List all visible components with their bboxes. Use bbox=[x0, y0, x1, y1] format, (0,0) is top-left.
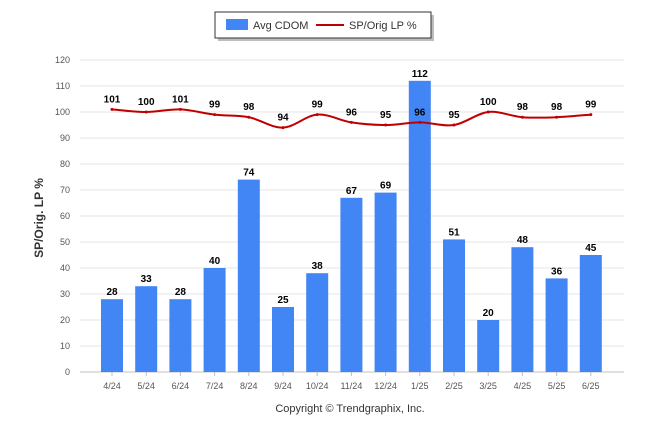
bar-avg-cdom bbox=[272, 307, 294, 372]
line-data-label: 100 bbox=[480, 97, 497, 108]
bar-avg-cdom bbox=[169, 299, 192, 372]
line-data-label: 96 bbox=[414, 107, 426, 118]
line-point-sp-orig-lp bbox=[486, 110, 490, 114]
bar-avg-cdom bbox=[203, 268, 226, 372]
bar-data-label: 38 bbox=[312, 261, 324, 272]
labels-layer: 0 10 20 30 40 50 60 70 80 90 100 110 120 28 33 28 40 74 25… bbox=[55, 55, 600, 391]
y-tick-label: 50 bbox=[60, 237, 70, 247]
line-point-sp-orig-lp bbox=[555, 115, 559, 119]
x-tick-label: 12/24 bbox=[374, 381, 397, 391]
y-tick-label: 110 bbox=[56, 81, 70, 91]
y-tick-label: 40 bbox=[60, 263, 70, 273]
y-tick-label: 100 bbox=[55, 107, 70, 117]
line-point-sp-orig-lp bbox=[418, 120, 422, 124]
x-tick-label: 6/25 bbox=[582, 381, 600, 391]
bar-avg-cdom bbox=[511, 247, 534, 372]
y-tick-label: 20 bbox=[60, 315, 70, 325]
bar-avg-cdom bbox=[340, 197, 363, 372]
line-point-sp-orig-lp bbox=[452, 123, 456, 127]
line-point-sp-orig-lp bbox=[178, 107, 182, 111]
bar-data-label: 28 bbox=[175, 287, 187, 298]
bar-avg-cdom bbox=[237, 179, 260, 372]
bar-data-label: 28 bbox=[106, 287, 118, 298]
x-tick-label: 5/25 bbox=[548, 381, 566, 391]
bar-data-label: 45 bbox=[585, 243, 597, 254]
line-layer bbox=[110, 107, 593, 130]
copyright-text: Copyright © Trendgraphix, Inc. bbox=[275, 403, 424, 415]
line-data-label: 101 bbox=[172, 94, 189, 105]
bar-avg-cdom bbox=[101, 299, 123, 372]
bar-data-label: 20 bbox=[483, 308, 495, 319]
x-tick-label: 5/24 bbox=[137, 381, 155, 391]
bar-data-label: 36 bbox=[551, 266, 563, 277]
line-point-sp-orig-lp bbox=[247, 115, 251, 119]
bar-avg-cdom bbox=[477, 320, 500, 372]
x-tick-label: 7/24 bbox=[206, 381, 224, 391]
bars-layer bbox=[101, 80, 602, 373]
line-data-label: 100 bbox=[138, 97, 155, 108]
y-tick-label: 70 bbox=[60, 185, 70, 195]
legend-label-avg-cdom: Avg CDOM bbox=[253, 20, 308, 32]
x-tick-label: 11/24 bbox=[340, 381, 362, 391]
y-tick-label: 80 bbox=[60, 159, 70, 169]
bar-avg-cdom bbox=[306, 273, 329, 372]
bar-data-label: 33 bbox=[141, 274, 153, 285]
line-point-sp-orig-lp bbox=[384, 123, 388, 127]
bar-avg-cdom bbox=[443, 239, 465, 372]
x-tick-label: 1/25 bbox=[411, 381, 429, 391]
legend: Avg CDOM SP/Orig LP % bbox=[214, 11, 434, 41]
line-point-sp-orig-lp bbox=[520, 115, 524, 119]
bar-data-label: 25 bbox=[277, 295, 289, 306]
y-tick-label: 60 bbox=[60, 211, 70, 221]
x-tick-label: 4/25 bbox=[514, 381, 532, 391]
line-data-label: 99 bbox=[312, 100, 324, 111]
line-data-label: 98 bbox=[551, 102, 563, 113]
line-point-sp-orig-lp bbox=[110, 107, 114, 111]
line-data-label: 94 bbox=[277, 113, 289, 124]
bar-avg-cdom bbox=[545, 278, 568, 372]
line-point-sp-orig-lp bbox=[315, 113, 319, 117]
bar-avg-cdom bbox=[135, 286, 158, 372]
x-tick-label: 4/24 bbox=[103, 381, 121, 391]
line-point-sp-orig-lp bbox=[349, 120, 353, 124]
line-data-label: 98 bbox=[243, 102, 255, 113]
line-data-label: 95 bbox=[448, 110, 460, 121]
bar-avg-cdom bbox=[579, 255, 602, 372]
y-axis-title: SP/Orig. LP % bbox=[32, 178, 46, 258]
x-tick-label: 8/24 bbox=[240, 381, 258, 391]
bar-avg-cdom bbox=[374, 192, 397, 372]
bar-data-label: 51 bbox=[448, 227, 460, 238]
bar-data-label: 67 bbox=[346, 186, 358, 197]
line-point-sp-orig-lp bbox=[281, 126, 285, 130]
y-tick-label: 120 bbox=[55, 55, 70, 65]
line-point-sp-orig-lp bbox=[144, 110, 148, 114]
legend-label-sp-orig-lp: SP/Orig LP % bbox=[349, 20, 417, 32]
bar-data-label: 48 bbox=[517, 235, 529, 246]
line-data-label: 101 bbox=[104, 94, 121, 105]
line-data-label: 98 bbox=[517, 102, 529, 113]
bar-avg-cdom bbox=[408, 80, 431, 373]
x-tick-label: 6/24 bbox=[172, 381, 190, 391]
bar-data-label: 74 bbox=[243, 168, 255, 179]
line-data-label: 96 bbox=[346, 107, 358, 118]
y-tick-label: 10 bbox=[60, 341, 70, 351]
x-tick-label: 9/24 bbox=[274, 381, 292, 391]
y-tick-label: 30 bbox=[60, 289, 70, 299]
line-data-label: 99 bbox=[585, 100, 597, 111]
legend-swatch-avg-cdom bbox=[226, 19, 248, 30]
bar-data-label: 69 bbox=[380, 181, 392, 192]
bar-data-label: 112 bbox=[412, 69, 429, 80]
y-tick-label: 0 bbox=[65, 367, 70, 377]
line-data-label: 95 bbox=[380, 110, 392, 121]
x-tick-label: 3/25 bbox=[479, 381, 497, 391]
line-point-sp-orig-lp bbox=[589, 113, 593, 117]
x-tick-label: 10/24 bbox=[306, 381, 329, 391]
x-tick-label: 2/25 bbox=[445, 381, 463, 391]
bar-data-label: 40 bbox=[209, 256, 221, 267]
line-data-label: 99 bbox=[209, 100, 221, 111]
line-point-sp-orig-lp bbox=[213, 113, 217, 117]
y-tick-label: 90 bbox=[60, 133, 70, 143]
